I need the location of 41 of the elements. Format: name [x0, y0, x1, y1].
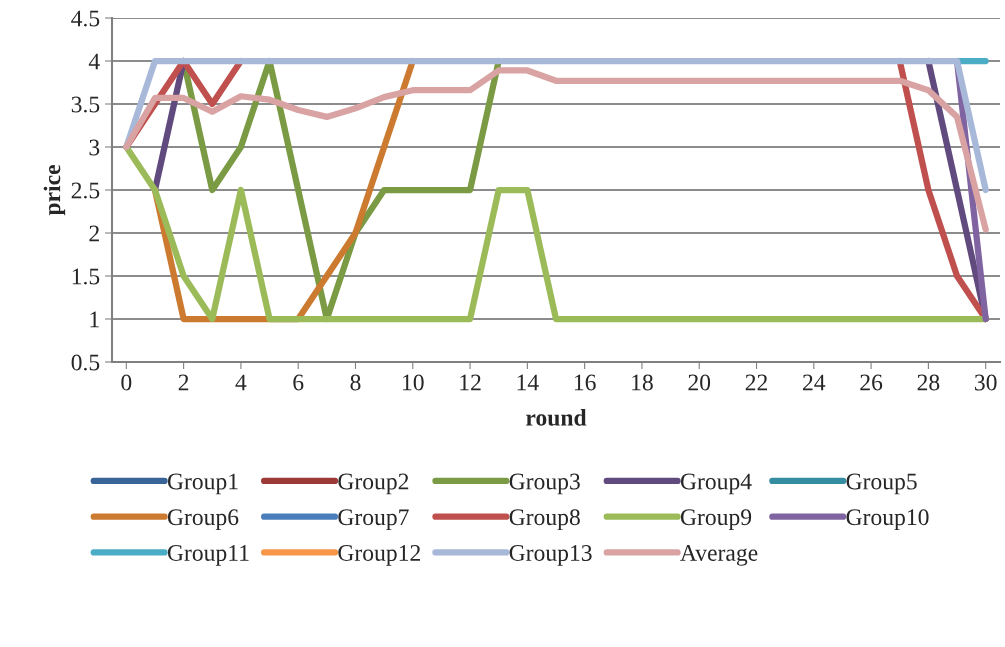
y-tick-label: 3.5 [71, 96, 100, 113]
legend-label: Group2 [338, 473, 409, 495]
legend-label: Group9 [680, 509, 752, 530]
y-tick-label: 4.5 [71, 10, 100, 27]
x-tick-label: 8 [350, 374, 361, 391]
legend-label: Group5 [846, 473, 917, 495]
legend-label: Group11 [167, 545, 249, 566]
legend-label: Group12 [338, 545, 420, 566]
legend-label: Group10 [846, 509, 929, 530]
y-tick-label: 1.5 [72, 268, 100, 285]
y-tick-label: 2 [89, 225, 99, 242]
x-tick-label: 30 [975, 374, 997, 391]
x-tick-label: 10 [403, 374, 424, 391]
x-tick-label: 22 [745, 374, 768, 391]
x-tick-label: 20 [688, 374, 711, 391]
y-tick-label: 3 [89, 139, 100, 156]
x-tick-label: 24 [803, 374, 826, 391]
legend-label: Group7 [338, 509, 409, 530]
x-tick-label: 26 [860, 374, 883, 391]
x-tick-label: 2 [178, 374, 189, 391]
x-tick-label: 28 [917, 374, 940, 391]
y-tick-label: 4 [88, 53, 100, 70]
x-axis-title: round [526, 409, 587, 426]
y-tick-label: 2.5 [71, 182, 100, 199]
x-tick-label: 16 [574, 374, 596, 391]
x-tick-label: 6 [293, 374, 304, 391]
x-tick-label: 0 [121, 374, 132, 391]
legend-label: Group13 [509, 545, 592, 566]
legend-label: Group3 [509, 473, 580, 495]
x-tick-label: 14 [517, 374, 539, 391]
x-tick-label: 18 [632, 374, 653, 391]
legend-label: Group4 [680, 473, 752, 495]
x-tick-label: 12 [460, 374, 481, 391]
legend-label: Group6 [167, 509, 239, 530]
legend-label: Average [680, 545, 758, 566]
y-tick-label: 1 [90, 311, 99, 328]
x-tick-label: 4 [235, 374, 247, 391]
y-tick-label: 0.5 [71, 354, 100, 371]
y-axis-title: price [43, 165, 66, 216]
legend-label: Group1 [167, 473, 238, 495]
legend-label: Group8 [509, 509, 580, 530]
